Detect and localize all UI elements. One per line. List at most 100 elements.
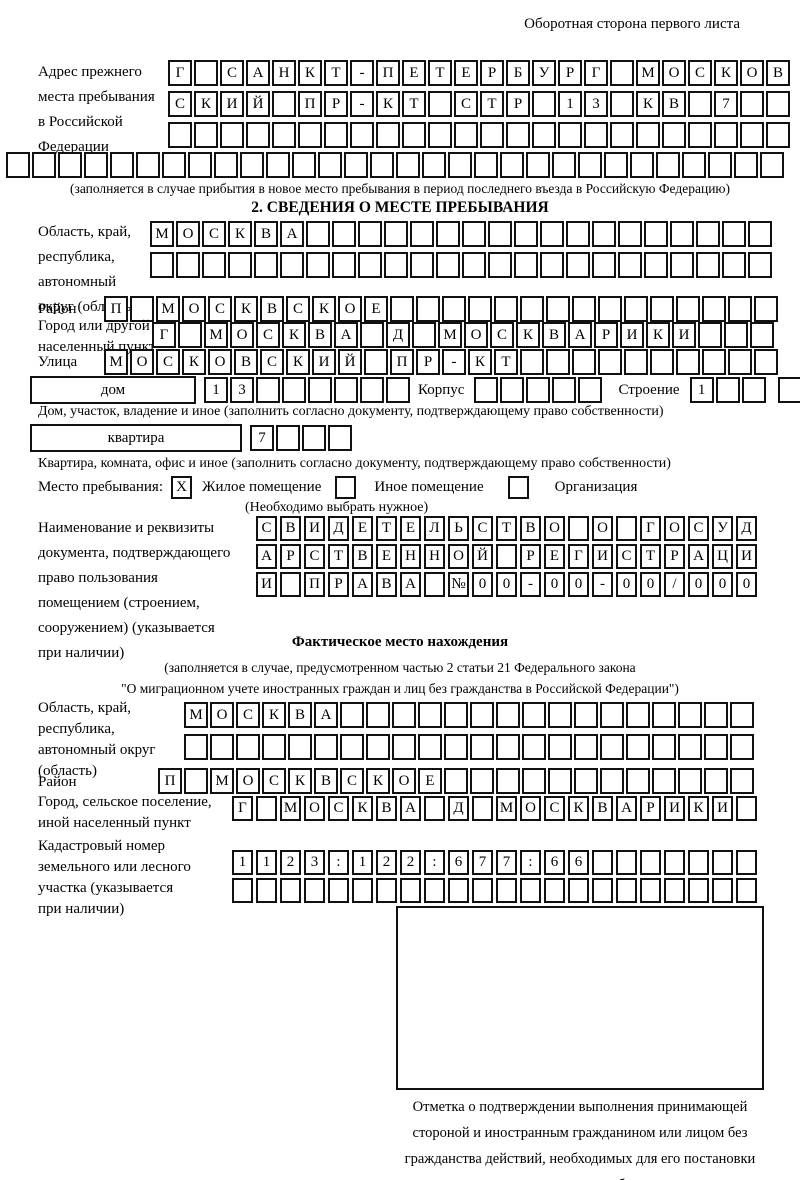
char-cell[interactable] bbox=[722, 252, 746, 278]
char-cell[interactable] bbox=[520, 296, 544, 322]
char-cell[interactable]: О bbox=[208, 349, 232, 375]
char-cell[interactable] bbox=[162, 152, 186, 178]
char-cell[interactable] bbox=[496, 544, 517, 569]
char-cell[interactable] bbox=[664, 850, 685, 875]
char-cell[interactable]: М bbox=[184, 702, 208, 728]
char-cell[interactable]: С bbox=[286, 296, 310, 322]
char-cell[interactable] bbox=[340, 734, 364, 760]
char-cell[interactable] bbox=[210, 734, 234, 760]
char-cell[interactable]: П bbox=[104, 296, 128, 322]
char-cell[interactable]: С bbox=[262, 768, 286, 794]
char-cell[interactable]: Н bbox=[424, 544, 445, 569]
char-cell[interactable]: М bbox=[210, 768, 234, 794]
char-cell[interactable]: И bbox=[672, 322, 696, 348]
char-cell[interactable]: № bbox=[448, 572, 469, 597]
char-cell[interactable]: В bbox=[520, 516, 541, 541]
char-cell[interactable] bbox=[552, 377, 577, 403]
char-cell[interactable] bbox=[616, 516, 637, 541]
char-cell[interactable] bbox=[332, 221, 356, 247]
char-cell[interactable]: С bbox=[472, 516, 493, 541]
char-cell[interactable] bbox=[344, 152, 368, 178]
char-cell[interactable] bbox=[496, 702, 520, 728]
char-cell[interactable] bbox=[386, 377, 410, 403]
char-cell[interactable]: С bbox=[168, 91, 192, 117]
char-cell[interactable]: К bbox=[352, 796, 373, 821]
char-cell[interactable] bbox=[418, 734, 442, 760]
char-cell[interactable]: Е bbox=[376, 544, 397, 569]
char-cell[interactable]: П bbox=[298, 91, 322, 117]
char-cell[interactable]: В bbox=[376, 572, 397, 597]
char-cell[interactable] bbox=[736, 878, 757, 903]
char-cell[interactable]: В bbox=[766, 60, 790, 86]
char-cell[interactable]: С bbox=[688, 516, 709, 541]
char-cell[interactable] bbox=[618, 252, 642, 278]
char-cell[interactable] bbox=[626, 734, 650, 760]
char-cell[interactable] bbox=[540, 221, 564, 247]
char-cell[interactable] bbox=[728, 296, 752, 322]
char-cell[interactable] bbox=[470, 734, 494, 760]
char-cell[interactable] bbox=[532, 122, 556, 148]
char-cell[interactable] bbox=[418, 702, 442, 728]
char-cell[interactable]: К bbox=[182, 349, 206, 375]
char-cell[interactable] bbox=[424, 572, 445, 597]
char-cell[interactable] bbox=[616, 850, 637, 875]
char-cell[interactable]: К bbox=[298, 60, 322, 86]
char-cell[interactable] bbox=[302, 425, 326, 451]
char-cell[interactable]: Г bbox=[168, 60, 192, 86]
char-cell[interactable]: А bbox=[400, 796, 421, 821]
char-cell[interactable]: С bbox=[340, 768, 364, 794]
char-cell[interactable] bbox=[600, 702, 624, 728]
char-cell[interactable]: И bbox=[256, 572, 277, 597]
char-cell[interactable]: К bbox=[228, 221, 252, 247]
char-cell[interactable]: К bbox=[282, 322, 306, 348]
char-cell[interactable] bbox=[626, 702, 650, 728]
char-cell[interactable]: О bbox=[130, 349, 154, 375]
char-cell[interactable]: Е bbox=[418, 768, 442, 794]
char-cell[interactable] bbox=[444, 768, 468, 794]
char-cell[interactable]: У bbox=[532, 60, 556, 86]
char-cell[interactable] bbox=[168, 122, 192, 148]
char-cell[interactable] bbox=[360, 377, 384, 403]
char-cell[interactable]: А bbox=[616, 796, 637, 821]
char-cell[interactable] bbox=[741, 377, 766, 403]
char-cell[interactable]: Р bbox=[520, 544, 541, 569]
char-cell[interactable]: 1 bbox=[232, 850, 253, 875]
char-cell[interactable] bbox=[276, 425, 300, 451]
char-cell[interactable] bbox=[494, 296, 518, 322]
char-cell[interactable] bbox=[548, 768, 572, 794]
char-cell[interactable] bbox=[696, 221, 720, 247]
char-cell[interactable] bbox=[730, 734, 754, 760]
char-cell[interactable]: : bbox=[520, 850, 541, 875]
char-cell[interactable] bbox=[676, 296, 700, 322]
char-cell[interactable] bbox=[670, 252, 694, 278]
char-cell[interactable] bbox=[436, 252, 460, 278]
char-cell[interactable] bbox=[266, 152, 290, 178]
char-cell[interactable]: И bbox=[620, 322, 644, 348]
char-cell[interactable] bbox=[228, 252, 252, 278]
char-cell[interactable]: 6 bbox=[568, 850, 589, 875]
char-cell[interactable]: : bbox=[424, 850, 445, 875]
char-cell[interactable] bbox=[730, 768, 754, 794]
char-cell[interactable] bbox=[304, 878, 325, 903]
char-cell[interactable] bbox=[650, 349, 674, 375]
char-cell[interactable]: М bbox=[204, 322, 228, 348]
char-cell[interactable]: С bbox=[208, 296, 232, 322]
char-cell[interactable]: Е bbox=[364, 296, 388, 322]
char-cell[interactable] bbox=[712, 878, 733, 903]
char-cell[interactable] bbox=[334, 377, 358, 403]
char-cell[interactable] bbox=[462, 221, 486, 247]
char-cell[interactable] bbox=[410, 252, 434, 278]
char-cell[interactable] bbox=[664, 878, 685, 903]
char-cell[interactable]: О bbox=[464, 322, 488, 348]
char-cell[interactable]: Е bbox=[544, 544, 565, 569]
char-cell[interactable]: Л bbox=[424, 516, 445, 541]
char-cell[interactable]: С bbox=[260, 349, 284, 375]
char-cell[interactable] bbox=[306, 221, 330, 247]
char-cell[interactable]: Ь bbox=[448, 516, 469, 541]
char-cell[interactable]: 2 bbox=[376, 850, 397, 875]
char-cell[interactable] bbox=[444, 734, 468, 760]
char-cell[interactable]: Е bbox=[400, 516, 421, 541]
char-cell[interactable] bbox=[558, 122, 582, 148]
char-cell[interactable]: 1 bbox=[689, 377, 714, 403]
char-cell[interactable]: Р bbox=[328, 572, 349, 597]
